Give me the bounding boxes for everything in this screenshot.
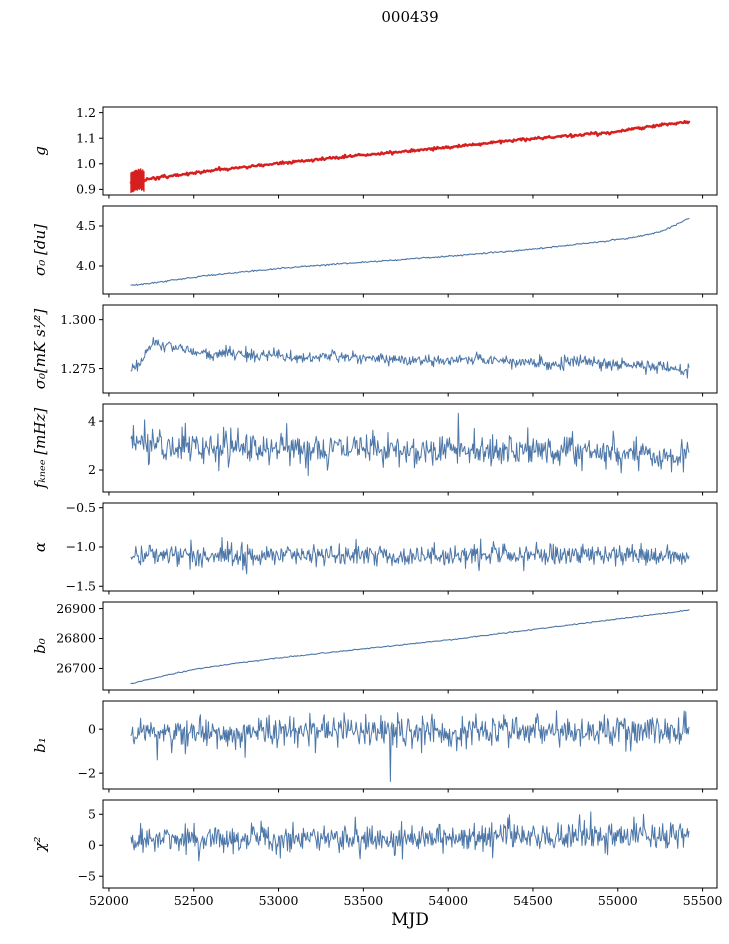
panel-frame [102,799,718,889]
series-chi2 [130,811,690,862]
panel-chi2: −5 0 5 52000 52500 53000 53500 54000 54500 55000 5… [78,799,723,908]
ylabel-chi2: χ² [31,836,49,852]
y-tick-label: 0.9 [76,182,96,197]
ylabel-sigma0-mk: σ₀[mK s¹⁄²] [31,308,49,390]
panel-frame [102,601,718,691]
panel-frame [102,304,718,394]
series-alpha [130,537,690,575]
panel-b1: −2 0 [78,700,718,793]
y-tick-label: 1.275 [60,361,96,376]
y-tick-label: 0 [88,837,96,852]
ylabel-sigma0-du: σ₀ [du] [31,224,49,276]
panel-frame [102,106,718,196]
ylabel-b0: b₀ [31,638,49,654]
y-tick-label: 4.0 [76,258,96,273]
series-fknee [130,412,690,477]
ylabel-b1: b₁ [31,737,49,753]
y-tick-label: −2 [78,765,96,780]
y-tick-label: −0.5 [66,500,96,515]
y-tick-label: 26800 [56,631,96,646]
x-tick-label: 53500 [343,893,383,908]
y-tick-label: 5 [88,806,96,821]
series-sigma0-mk [130,337,690,379]
y-tick-label: 1.0 [76,156,96,171]
x-tick-label: 54500 [513,893,553,908]
x-tick-label: 55500 [683,893,723,908]
panel-frame [102,502,718,592]
y-tick-label: 26900 [56,601,96,616]
y-tick-label: 2 [88,462,96,477]
y-tick-label: −1.0 [66,539,96,554]
series-sigma0-du [130,217,690,286]
x-tick-label: 53000 [259,893,299,908]
series-b1 [130,710,690,782]
y-tick-label: 0 [88,721,96,736]
x-tick-label: 52000 [89,893,129,908]
panel-frame [102,700,718,790]
x-axis-label: MJD [391,910,429,930]
series-b0 [130,609,690,685]
figure-title: 000439 [381,8,439,26]
y-tick-label: 4.5 [76,218,96,233]
panel-g: 0.9 1.0 1.1 1.2 [76,105,718,199]
series-gain [129,119,691,184]
y-tick-label: 1.2 [76,105,96,120]
ylabel-alpha: α [31,541,49,553]
y-tick-label: 1.1 [76,130,96,145]
x-tick-label: 52500 [174,893,214,908]
ylabel-g: g [31,146,49,156]
ylabel-fknee: fₖₙₑₑ [mHz] [31,407,49,489]
panel-b0: 26700 26800 26900 [56,601,718,694]
panel-frame [102,205,718,295]
y-tick-label: 1.300 [60,312,96,327]
panel-alpha: −1.5 −1.0 −0.5 [66,500,718,595]
y-tick-label: 26700 [56,661,96,676]
y-tick-label: 4 [88,413,96,428]
panel-sigma0-mk: 1.275 1.300 [60,304,718,397]
panel-frame [102,403,718,493]
panel-fknee: 24 [88,403,718,496]
x-tick-label: 54000 [428,893,468,908]
y-tick-label: −1.5 [66,578,96,593]
y-tick-label: −5 [78,868,96,883]
panel-sigma0-du: 4.0 4.5 [76,205,718,298]
x-tick-label: 55000 [598,893,638,908]
